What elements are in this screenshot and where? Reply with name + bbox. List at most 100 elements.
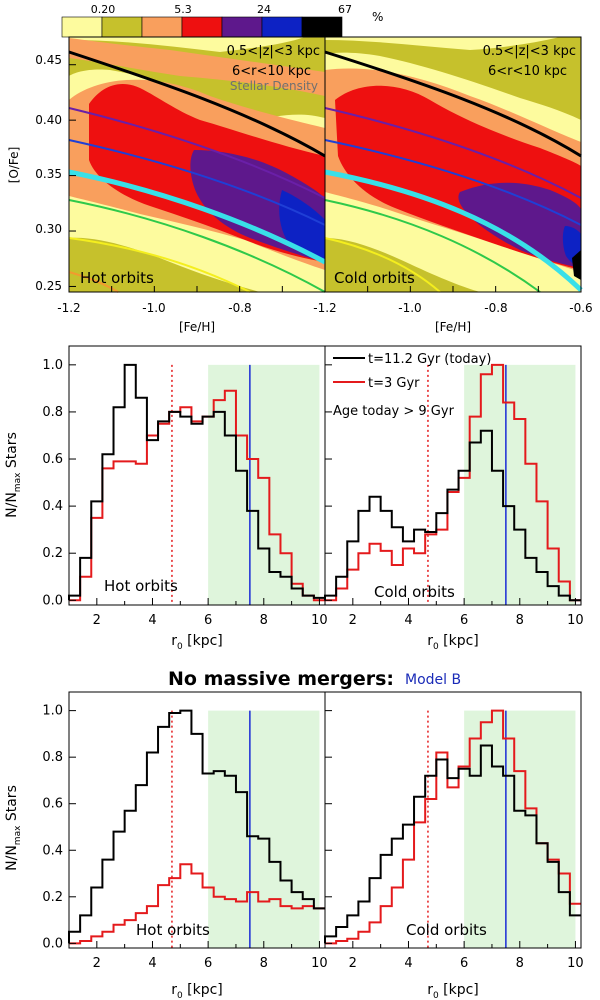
density-panel-cold (324, 36, 583, 293)
histogram-series-today (68, 709, 325, 944)
density-axes (68, 64, 582, 292)
ytick-label: 1.0 (42, 358, 63, 373)
colorbar-swatch-4 (221, 16, 263, 38)
ytick-label: 0.8 (42, 405, 63, 420)
colorbar-swatch-1 (101, 16, 143, 38)
ytick-label: 0.8 (42, 750, 63, 765)
annotation-stellar-density: Stellar Density (230, 79, 318, 93)
colorbar-swatch-6 (301, 16, 343, 38)
histogram-series-today (68, 363, 325, 601)
xtick-label: 4 (404, 956, 412, 971)
histogram-series-3gyr (325, 363, 581, 602)
legend-label-today: t=11.2 Gyr (today) (368, 352, 491, 367)
xtick-label-cold-06: -0.6 (569, 301, 592, 315)
ytick-label-035: 0.35 (35, 167, 62, 181)
disk-region-shade (208, 710, 320, 948)
panel-label-hot-density: Hot orbits (80, 269, 154, 287)
colorbar-swatch-0 (61, 16, 103, 38)
histogram-series-today (324, 744, 581, 944)
xtick-label: 6 (460, 613, 468, 628)
annotation-age-today: Age today > 9 Gyr (333, 404, 455, 419)
xtick-label-hot-12: -1.2 (57, 301, 80, 315)
legend: t=11.2 Gyr (today) t=3 Gyr (333, 352, 491, 391)
histogram-panel-hot-a: 2 4 6 8 10 0.0 0.2 0.4 0.6 0.8 1.0 (42, 345, 328, 628)
ytick-label: 0.0 (42, 593, 63, 608)
xtick-label: 4 (148, 613, 156, 628)
xtick-label: 2 (93, 956, 101, 971)
ytick-label: 0.2 (42, 890, 63, 905)
colorbar-swatch-2 (141, 16, 183, 38)
annotation-z-hot: 0.5<|z|<3 kpc (227, 44, 320, 59)
annotation-z-cold: 0.5<|z|<3 kpc (483, 44, 576, 59)
y-axis-title-hist-b: N/Nmax Stars (4, 785, 23, 871)
density-panel-hot (68, 36, 327, 293)
xtick-label-hot-08: -0.8 (228, 301, 251, 315)
ytick-label: 0.6 (42, 797, 63, 812)
panel-label-hot-hist-b: Hot orbits (136, 921, 210, 939)
xtick-label-hot-10: -1.0 (142, 301, 165, 315)
x-axis-title-hist-cold-a: r0 [kpc] (427, 633, 479, 652)
xtick-label-cold-12: -1.2 (313, 301, 336, 315)
x-axis-title-feh-cold: [Fe/H] (435, 320, 471, 334)
ytick-label-025: 0.25 (35, 279, 62, 293)
xtick-label: 10 (311, 613, 328, 628)
xtick-label-cold-10: -1.0 (398, 301, 421, 315)
disk-region-shade (464, 710, 576, 948)
ytick-label-040: 0.40 (35, 113, 62, 127)
xtick-label: 6 (460, 956, 468, 971)
ytick-label-045: 0.45 (35, 53, 62, 67)
histogram-frame (324, 691, 582, 949)
y-axis-title-ofe: [O/Fe] (7, 147, 21, 183)
xtick-label: 2 (349, 956, 357, 971)
histogram-panel-cold-b: 2 4 6 8 10 (324, 691, 584, 971)
xtick-label: 6 (204, 956, 212, 971)
legend-label-3gyr: t=3 Gyr (368, 376, 420, 391)
ytick-label-030: 0.30 (35, 222, 62, 236)
xtick-label: 8 (260, 956, 268, 971)
x-axis-title-hist-hot-b: r0 [kpc] (171, 982, 223, 1000)
histogram-series-3gyr (69, 863, 325, 945)
section-title: No massive mergers: (168, 668, 394, 690)
histogram-panel-hot-b: 2 4 6 8 10 0.0 0.2 0.4 0.6 0.8 1.0 (42, 691, 328, 971)
xtick-label: 8 (516, 613, 524, 628)
ytick-label: 0.6 (42, 452, 63, 467)
annotation-r-cold: 6<r<10 kpc (488, 64, 567, 79)
annotation-r-hot: 6<r<10 kpc (232, 64, 311, 79)
histogram-frame (324, 345, 582, 606)
xtick-label: 8 (260, 613, 268, 628)
ytick-label: 1.0 (42, 704, 63, 719)
ytick-label: 0.0 (42, 936, 63, 951)
panel-label-hot-hist-a: Hot orbits (104, 577, 178, 595)
xtick-label: 6 (204, 613, 212, 628)
section-model-label: Model B (405, 672, 461, 688)
histogram-series-today (324, 429, 581, 602)
ytick-label: 0.4 (42, 499, 63, 514)
disk-region-shade (208, 364, 320, 605)
histogram-panel-cold-a: 2 4 6 8 10 (324, 345, 584, 628)
colorbar-swatch-5 (261, 16, 303, 38)
isochrone-curves-cold (324, 50, 583, 293)
density-contours-cold (325, 37, 581, 292)
ytick-label: 0.2 (42, 546, 63, 561)
xtick-label-cold-08: -0.8 (484, 301, 507, 315)
xtick-label: 10 (311, 956, 328, 971)
xtick-label: 2 (93, 613, 101, 628)
panel-label-cold-density: Cold orbits (334, 269, 415, 287)
colorbar-label-0: 0.20 (91, 3, 116, 16)
y-axis-title-hist-a: N/Nmax Stars (4, 432, 23, 518)
colorbar-label-2: 24 (257, 3, 271, 16)
xtick-label: 10 (567, 956, 584, 971)
colorbar-swatch-3 (181, 16, 223, 38)
ytick-label: 0.4 (42, 843, 63, 858)
x-axis-title-feh-hot: [Fe/H] (179, 320, 215, 334)
xtick-label: 4 (148, 956, 156, 971)
x-axis-title-hist-hot-a: r0 [kpc] (171, 633, 223, 652)
colorbar-unit: % (372, 10, 383, 24)
isochrone-curves-hot (68, 50, 327, 293)
colorbar (61, 16, 343, 38)
colorbar-label-1: 5.3 (174, 3, 192, 16)
xtick-label: 4 (404, 613, 412, 628)
colorbar-label-3: 67 (338, 3, 352, 16)
panel-label-cold-hist-b: Cold orbits (406, 921, 487, 939)
